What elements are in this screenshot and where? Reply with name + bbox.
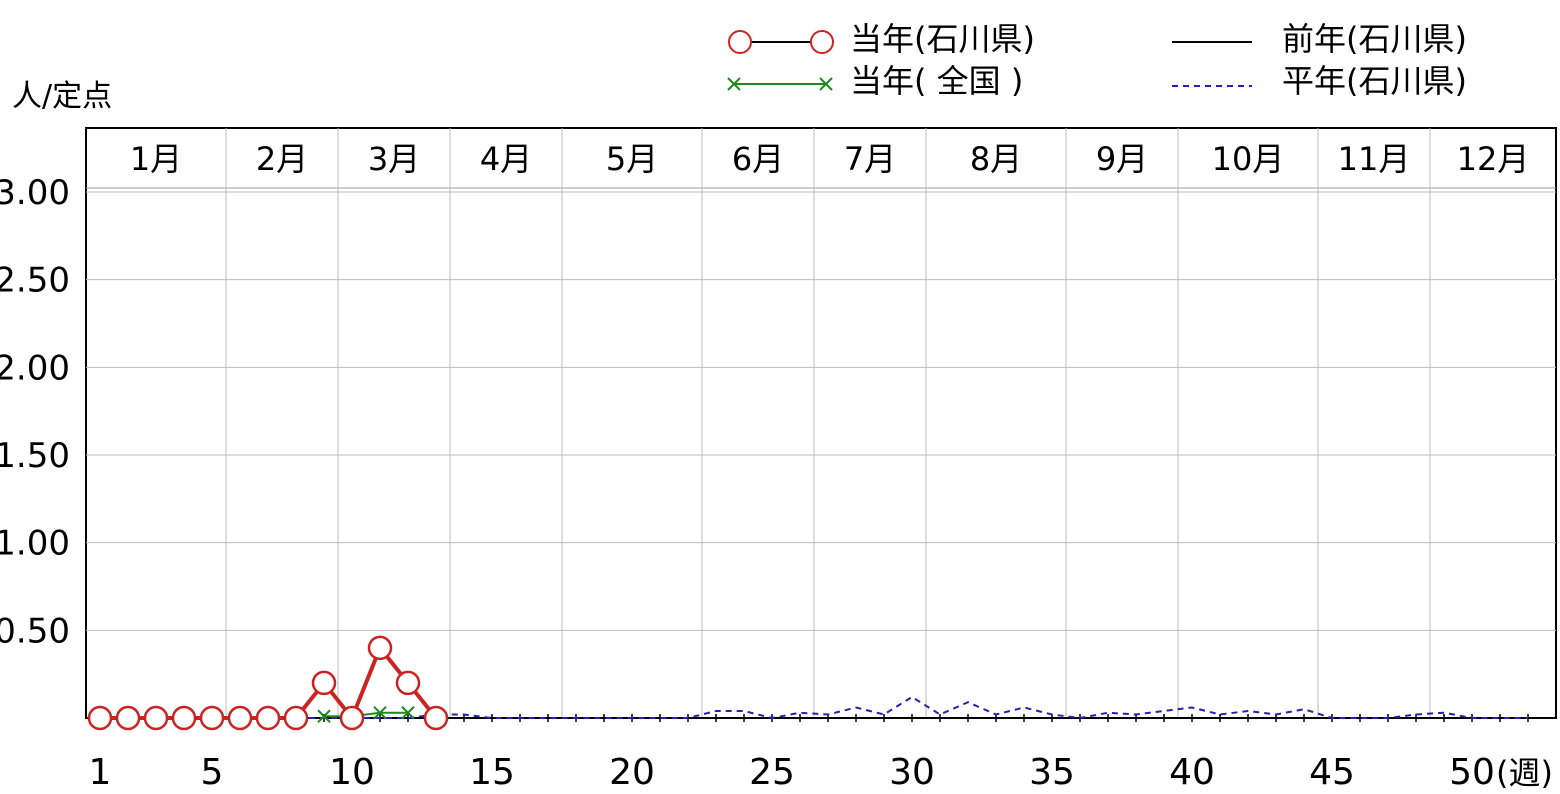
series-point-current-year (255, 705, 281, 731)
y-axis-ticks: 3.00 2.50 2.00 1.50 1.00 0.50 (0, 173, 70, 651)
series-point-current-year (311, 670, 337, 696)
month-label: 3月 (368, 140, 420, 178)
legend-marker-current-year (810, 30, 834, 54)
plot-frame (85, 127, 1557, 719)
legend-marker-national (819, 77, 833, 91)
series-point-current-year (283, 705, 309, 731)
x-tick-label: 40 (1169, 752, 1215, 793)
x-tick-label: 35 (1029, 752, 1075, 793)
legend: 当年(石川県) 当年( 全国 ) 前年(石川県) 平年(石川県) (727, 20, 1467, 100)
legend-label: 当年(石川県) (850, 20, 1035, 58)
y-tick-label: 1.50 (0, 436, 70, 476)
series-point-current-year (199, 705, 225, 731)
series-line-average (100, 695, 1528, 720)
x-axis-label: (週) (1496, 754, 1553, 792)
series-point-national (401, 706, 415, 720)
month-label: 8月 (970, 140, 1022, 178)
x-tick-label: 15 (469, 752, 515, 793)
series-point-national (373, 706, 387, 720)
y-tick-label: 2.50 (0, 261, 70, 301)
legend-label: 当年( 全国 ) (850, 62, 1023, 100)
series-point-current-year (395, 670, 421, 696)
legend-label: 平年(石川県) (1282, 62, 1467, 100)
month-label: 9月 (1096, 140, 1148, 178)
legend-marker-national (727, 77, 741, 91)
month-label: 11月 (1338, 140, 1411, 178)
month-label: 12月 (1457, 140, 1530, 178)
series-point-current-year (339, 705, 365, 731)
y-tick-label: 1.00 (0, 524, 70, 564)
marker-stroke (373, 706, 387, 720)
legend-marker-current-year (728, 30, 752, 54)
series-layer (87, 635, 1528, 731)
series-point-current-year (143, 705, 169, 731)
series-point-national (317, 709, 331, 723)
series-point-current-year (367, 635, 393, 661)
series-point-current-year (115, 705, 141, 731)
x-tick-label: 30 (889, 752, 935, 793)
month-label: 10月 (1212, 140, 1285, 178)
month-label: 2月 (256, 140, 308, 178)
series-point-current-year (87, 705, 113, 731)
month-labels: 1月 2月 3月 4月 5月 6月 7月 8月 9月 10月 11月 12月 (130, 140, 1530, 178)
series-point-current-year (171, 705, 197, 731)
x-tick-label: 20 (609, 752, 655, 793)
grid (85, 127, 1557, 722)
series-line-national (324, 711, 408, 718)
x-tick-label: 5 (201, 752, 224, 793)
y-tick-label: 0.50 (0, 611, 70, 651)
y-tick-label: 2.00 (0, 348, 70, 388)
month-label: 1月 (130, 140, 182, 178)
x-tick-label: 50 (1449, 752, 1495, 793)
x-tick-label: 10 (329, 752, 375, 793)
y-axis-label: 人/定点 (12, 79, 112, 114)
month-label: 7月 (844, 140, 896, 178)
series-point-current-year (423, 705, 449, 731)
month-label: 5月 (606, 140, 658, 178)
marker-stroke (317, 709, 331, 723)
x-tick-label: 25 (749, 752, 795, 793)
month-label: 4月 (480, 140, 532, 178)
y-tick-label: 3.00 (0, 173, 70, 213)
marker-stroke (401, 706, 415, 720)
month-label: 6月 (732, 140, 784, 178)
series-point-current-year (227, 705, 253, 731)
x-axis-ticks: 1 5 10 15 20 25 30 35 40 45 50 (週) (89, 752, 1553, 793)
x-tick-label: 45 (1309, 752, 1355, 793)
legend-label: 前年(石川県) (1282, 20, 1467, 58)
x-tick-label: 1 (89, 752, 112, 793)
